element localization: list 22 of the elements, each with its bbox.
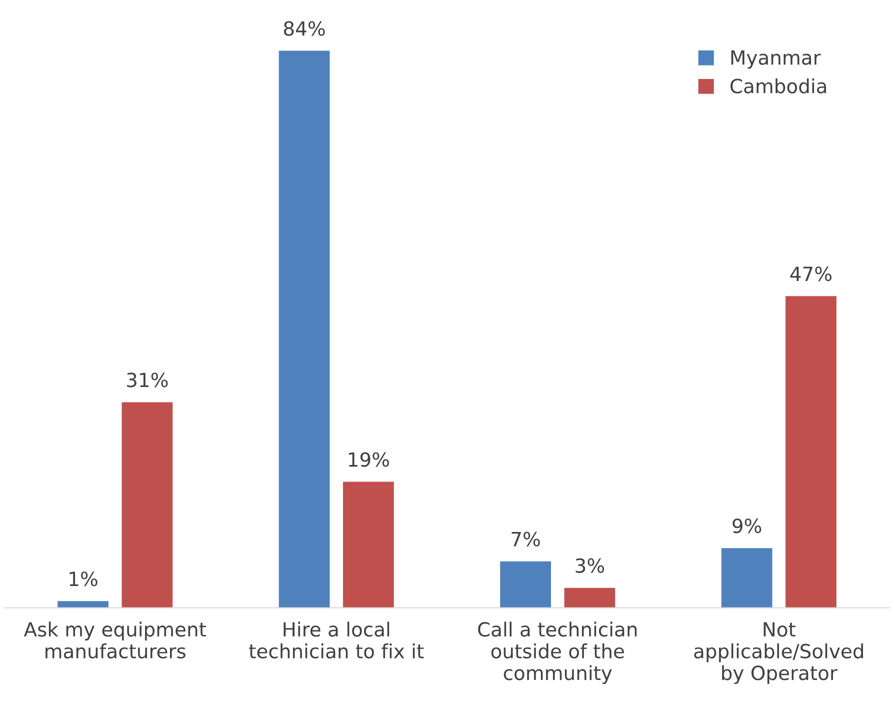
legend-label: Myanmar — [731, 50, 821, 69]
data-label: 31% — [127, 372, 168, 388]
bar — [564, 588, 616, 608]
x-tick-label: Ask my equipment manufacturers — [24, 622, 206, 658]
bar — [58, 601, 108, 608]
bar — [122, 402, 173, 608]
data-label: 47% — [790, 266, 832, 282]
bar — [786, 296, 836, 608]
data-label: 19% — [348, 452, 389, 467]
data-label: 9% — [732, 518, 762, 534]
data-label: 7% — [512, 532, 540, 546]
bar — [721, 548, 772, 608]
legend-label: Cambodia — [730, 78, 826, 94]
bar — [343, 482, 394, 608]
data-label: 84% — [284, 21, 325, 36]
data-label: 3% — [576, 558, 604, 573]
x-tick-label: Call a technician outside of the community — [478, 622, 637, 684]
bar — [500, 561, 551, 608]
x-tick-label: Not applicable/Solved by Operator — [694, 622, 863, 684]
x-tick-label: Hire a local technician to fix it — [249, 622, 424, 658]
bar — [278, 50, 330, 608]
data-label: 1% — [70, 572, 98, 586]
